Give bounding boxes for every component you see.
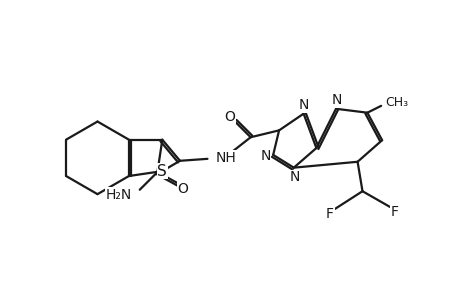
Text: O: O (224, 110, 235, 124)
Text: CH₃: CH₃ (384, 96, 407, 110)
Text: O: O (177, 182, 188, 196)
Text: NH: NH (215, 151, 235, 165)
Text: N: N (331, 93, 341, 107)
Text: N: N (260, 149, 270, 163)
Text: F: F (325, 207, 333, 221)
Text: N: N (298, 98, 308, 112)
Text: S: S (157, 164, 167, 178)
Text: H₂N: H₂N (106, 188, 132, 202)
Text: N: N (289, 170, 299, 184)
Text: F: F (390, 205, 398, 219)
